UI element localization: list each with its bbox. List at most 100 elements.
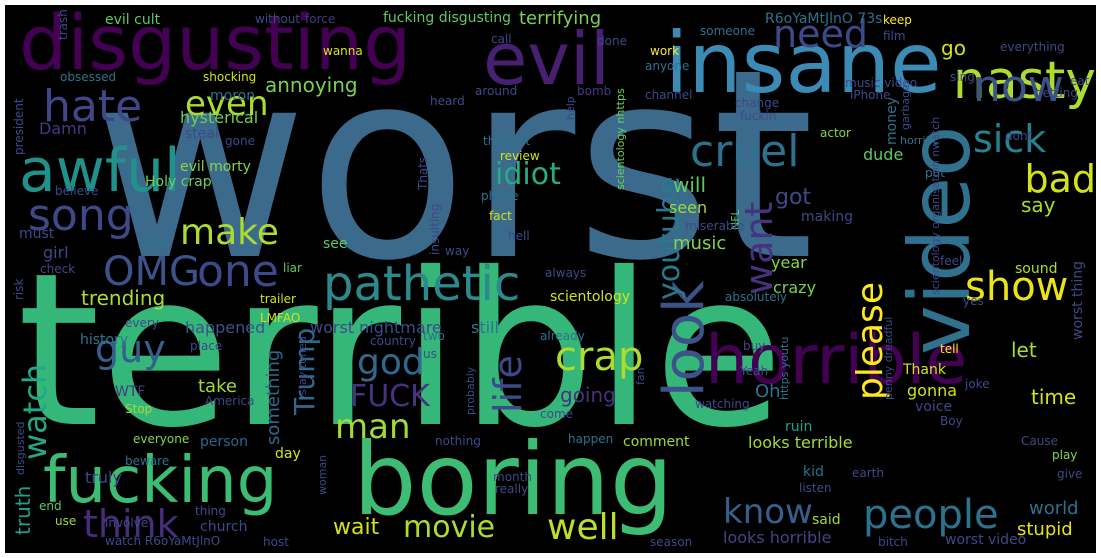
word-put: put <box>925 166 945 180</box>
word-woman: woman <box>316 454 329 495</box>
word-heard: heard <box>430 94 465 108</box>
word-worst: worst <box>93 13 815 318</box>
word-disgusted: disgusted <box>14 421 27 475</box>
word-person: person <box>200 434 248 450</box>
word-believe: believe <box>55 184 99 198</box>
word-history: history <box>80 332 129 348</box>
word-crazy: crazy <box>773 278 817 297</box>
word-gonna: gonna <box>907 381 958 400</box>
word-happened: happened <box>185 318 266 337</box>
word-take: take <box>198 376 237 397</box>
word-really: really <box>495 482 529 496</box>
word-dont: dont <box>1005 129 1033 143</box>
word-awful: awful <box>19 136 181 206</box>
word-bitch: bitch <box>878 535 908 549</box>
word-one: one <box>197 246 279 297</box>
word-see: see <box>323 236 348 252</box>
word-penny-dreadful: penny dreadful <box>882 316 895 400</box>
word-us: us <box>423 347 437 361</box>
word-need: need <box>773 12 868 56</box>
word-looks-horrible: looks horrible <box>723 528 832 547</box>
word-liar: liar <box>283 261 302 275</box>
word-going: going <box>560 383 616 407</box>
word-song: song <box>28 190 134 241</box>
word-worst-thing: worst thing <box>1070 260 1086 340</box>
word-go: go <box>941 36 966 60</box>
word-force: force <box>305 12 336 26</box>
word-come: come <box>540 407 574 421</box>
word-president: president <box>12 98 26 155</box>
word-stop: Stop <box>125 402 153 416</box>
word-church: church <box>200 519 248 535</box>
word-two: two <box>423 329 445 343</box>
word-life: life <box>486 355 530 413</box>
word-cause: Cause <box>1021 434 1058 448</box>
word-end: end <box>39 499 62 513</box>
word-thats: Thats <box>416 156 430 190</box>
word-world: world <box>1029 498 1079 519</box>
word-wtf: WTF <box>115 384 146 400</box>
word-obsessed: obsessed <box>60 70 117 84</box>
word-yeah: Yeah <box>740 364 769 378</box>
word-wanna: wanna <box>323 44 363 58</box>
word-money: money <box>884 97 900 145</box>
word-terrible: terrible <box>17 227 784 474</box>
word-omg: OMG <box>103 249 200 295</box>
word-evil-cult: evil cult <box>105 12 161 28</box>
word-still: still <box>471 318 499 337</box>
word-evil: evil <box>483 17 610 101</box>
word-well: well <box>547 507 619 548</box>
word-horrible: horrible <box>705 321 968 400</box>
word-show: show <box>965 264 1069 310</box>
word-music: music <box>673 233 727 254</box>
word-place: place <box>190 339 223 353</box>
word-think: think <box>83 502 179 546</box>
word-annoying: annoying <box>265 73 358 97</box>
word-everything: everything <box>1000 40 1065 54</box>
word-disgusting: disgusting <box>19 5 412 87</box>
word-even: even <box>185 84 269 124</box>
word-lmfao: LMFAO <box>260 311 301 325</box>
word-always: always <box>545 266 587 280</box>
word-season: season <box>650 535 693 549</box>
word-bomb: bomb <box>577 84 612 98</box>
word-something: something <box>263 349 284 445</box>
word-comment: comment <box>623 434 690 450</box>
word-https-youtu: https youtu <box>778 336 791 400</box>
word-hate: hate <box>43 81 143 132</box>
word-change: change <box>735 96 780 110</box>
word-idiot: idiot <box>495 157 561 192</box>
word-time: time <box>1031 385 1077 409</box>
word-channel: channel <box>645 88 693 102</box>
word-miserable: miserable <box>685 219 745 233</box>
word-said: said <box>812 512 841 528</box>
word-insane: insane <box>665 14 942 112</box>
word-got: got <box>775 185 812 210</box>
word-sound: sound <box>1015 261 1058 277</box>
word-absolutely: absolutely <box>725 290 788 304</box>
word-insulting: insulting <box>428 203 442 255</box>
word-ruin: ruin <box>785 419 813 435</box>
word-watching: watching <box>695 397 750 411</box>
word-wait: wait <box>333 515 380 540</box>
word-scientology: scientology <box>550 289 631 305</box>
word-must: must <box>19 226 55 242</box>
word-already: already <box>540 329 585 343</box>
word-day: day <box>275 446 301 462</box>
word-seen: seen <box>669 198 708 217</box>
word-now: now <box>973 61 1064 112</box>
word-scientology-organisation-nwatch: scientology organisation nwatch <box>929 116 942 295</box>
word-cloud-canvas: worst terrible boring insane disgusting … <box>5 5 1096 553</box>
word-dude: dude <box>863 145 904 164</box>
word-shocking: shocking <box>203 70 257 84</box>
word-happen: happen <box>568 432 614 446</box>
word-fact: fact <box>489 209 512 223</box>
word-host: host <box>263 535 289 549</box>
word-risk: risk <box>12 278 26 300</box>
word-work: work <box>650 44 680 58</box>
word-god: god <box>357 342 425 383</box>
word-r6oyamtjlno-73s: R6oYaMtJlnO 73s <box>765 11 883 27</box>
word-man: man <box>335 407 411 447</box>
word-let: let <box>1011 338 1037 362</box>
word-keep: keep <box>883 13 912 27</box>
